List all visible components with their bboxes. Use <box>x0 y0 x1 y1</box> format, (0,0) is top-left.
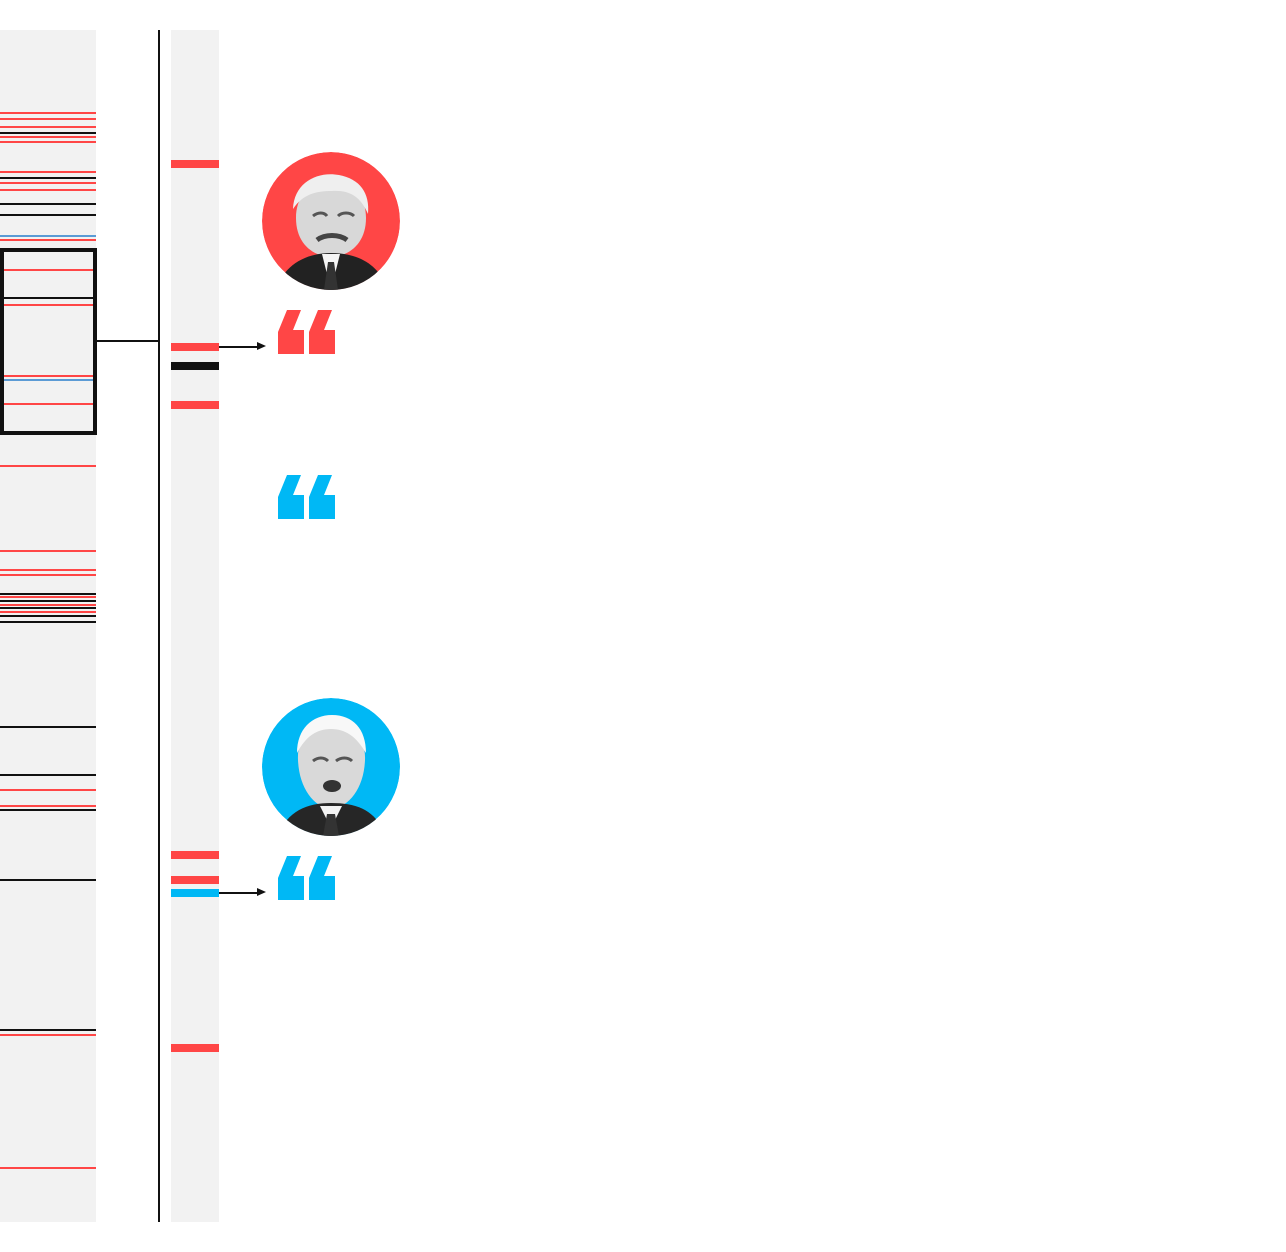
overview-mark-black[interactable] <box>0 214 96 216</box>
zoom-mark-red[interactable] <box>171 343 219 351</box>
open-quote-icon <box>278 856 335 900</box>
overview-mark-red[interactable] <box>0 550 96 552</box>
overview-mark-red[interactable] <box>0 574 96 576</box>
overview-mark-red[interactable] <box>0 126 96 128</box>
zoomed-timeline[interactable] <box>171 30 219 1222</box>
overview-mark-red[interactable] <box>0 789 96 791</box>
overview-timeline[interactable] <box>0 30 96 1222</box>
trump-portrait-icon <box>262 152 400 290</box>
overview-mark-red[interactable] <box>0 304 96 306</box>
overview-mark-red[interactable] <box>0 136 96 138</box>
open-quote-icon <box>278 475 335 519</box>
overview-mark-black[interactable] <box>0 600 96 602</box>
arrow-right-icon <box>219 889 266 895</box>
overview-mark-red[interactable] <box>0 1167 96 1169</box>
overview-mark-black[interactable] <box>0 615 96 617</box>
overview-mark-red[interactable] <box>0 1034 96 1036</box>
overview-mark-red[interactable] <box>0 239 96 241</box>
overview-mark-line_blue[interactable] <box>0 379 96 381</box>
overview-mark-red[interactable] <box>0 611 96 613</box>
overview-mark-red[interactable] <box>0 171 96 173</box>
open-quote-icon <box>278 310 335 354</box>
zoom-mark-black[interactable] <box>171 362 219 370</box>
overview-mark-red[interactable] <box>0 182 96 184</box>
biden-portrait-icon <box>262 698 400 836</box>
overview-selection-window[interactable] <box>0 248 97 435</box>
timeline-divider <box>158 30 160 1222</box>
overview-mark-black[interactable] <box>0 607 96 609</box>
overview-mark-red[interactable] <box>0 118 96 120</box>
overview-mark-black[interactable] <box>0 621 96 623</box>
overview-mark-line_blue[interactable] <box>0 235 96 237</box>
overview-mark-black[interactable] <box>0 177 96 179</box>
arrow-right-icon <box>219 343 266 349</box>
overview-mark-black[interactable] <box>0 297 96 299</box>
overview-mark-red[interactable] <box>0 403 96 405</box>
overview-mark-red[interactable] <box>0 189 96 191</box>
zoom-mark-red[interactable] <box>171 401 219 409</box>
overview-mark-red[interactable] <box>0 141 96 143</box>
overview-mark-red[interactable] <box>0 596 96 598</box>
overview-mark-red[interactable] <box>0 604 96 606</box>
zoom-mark-blue[interactable] <box>171 889 219 897</box>
zoom-mark-red[interactable] <box>171 1044 219 1052</box>
overview-mark-black[interactable] <box>0 809 96 811</box>
overview-mark-black[interactable] <box>0 774 96 776</box>
overview-mark-red[interactable] <box>0 269 96 271</box>
selection-connector-line <box>97 340 159 342</box>
overview-mark-red[interactable] <box>0 569 96 571</box>
zoom-mark-red[interactable] <box>171 851 219 859</box>
overview-mark-red[interactable] <box>0 112 96 114</box>
zoom-mark-red[interactable] <box>171 160 219 168</box>
overview-mark-black[interactable] <box>0 132 96 134</box>
overview-mark-red[interactable] <box>0 805 96 807</box>
overview-mark-black[interactable] <box>0 1029 96 1031</box>
overview-mark-black[interactable] <box>0 879 96 881</box>
overview-mark-black[interactable] <box>0 726 96 728</box>
overview-mark-red[interactable] <box>0 375 96 377</box>
overview-mark-red[interactable] <box>0 465 96 467</box>
overview-mark-black[interactable] <box>0 593 96 595</box>
overview-mark-black[interactable] <box>0 203 96 205</box>
zoom-mark-red[interactable] <box>171 876 219 884</box>
